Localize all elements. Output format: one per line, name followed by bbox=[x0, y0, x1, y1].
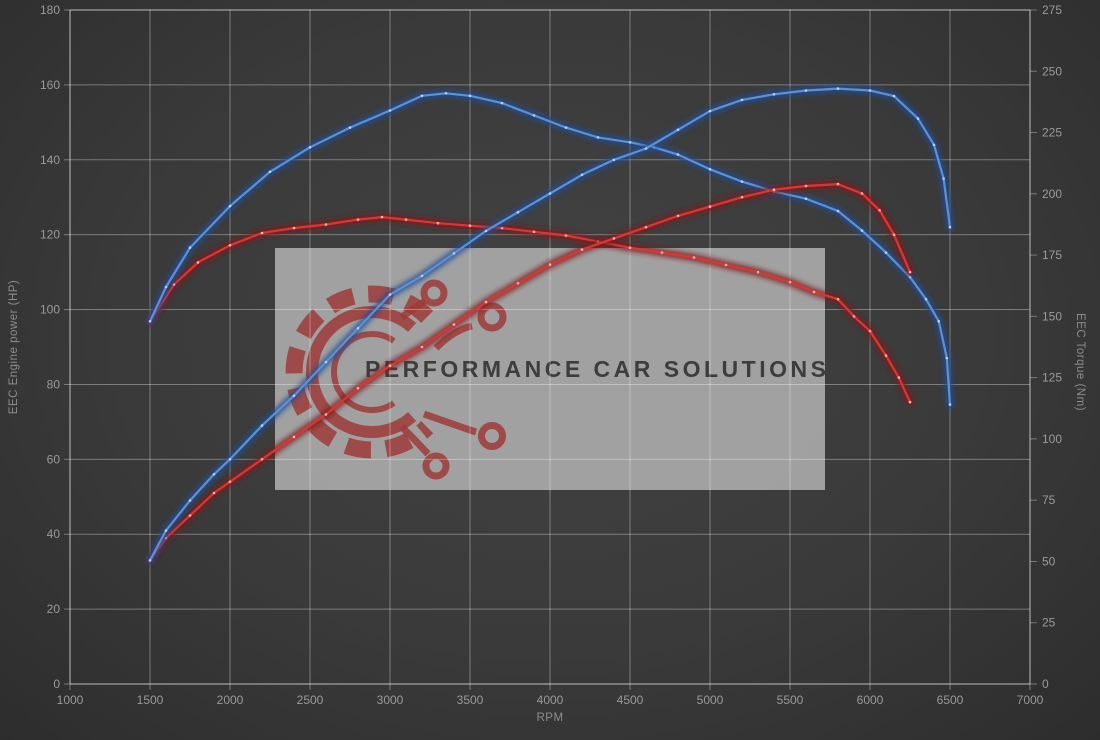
svg-text:3500: 3500 bbox=[457, 693, 484, 707]
axis-ticks: 1000 1500 2000 2500 3000 3500 4000 4500 5000 5500… bbox=[40, 3, 1062, 707]
svg-text:120: 120 bbox=[40, 228, 60, 242]
svg-text:0: 0 bbox=[1042, 677, 1049, 691]
svg-text:4500: 4500 bbox=[617, 693, 644, 707]
curve-blue-power bbox=[146, 84, 954, 565]
svg-text:0: 0 bbox=[53, 677, 60, 691]
svg-text:6000: 6000 bbox=[857, 693, 884, 707]
svg-text:75: 75 bbox=[1042, 493, 1056, 507]
curves bbox=[146, 84, 954, 565]
svg-text:2000: 2000 bbox=[217, 693, 244, 707]
svg-text:1500: 1500 bbox=[137, 693, 164, 707]
svg-text:200: 200 bbox=[1042, 187, 1062, 201]
svg-text:160: 160 bbox=[40, 78, 60, 92]
curve-blue-torque bbox=[146, 89, 954, 409]
svg-text:180: 180 bbox=[40, 3, 60, 17]
svg-text:150: 150 bbox=[1042, 309, 1062, 323]
x-axis-title: RPM bbox=[536, 712, 563, 724]
curve-red-torque bbox=[146, 213, 914, 407]
right-axis-title: EEC Torque (Nm) bbox=[1074, 313, 1086, 411]
grid-lines bbox=[69, 9, 1031, 685]
svg-text:7000: 7000 bbox=[1017, 693, 1044, 707]
svg-text:175: 175 bbox=[1042, 248, 1062, 262]
left-axis-title: EEC Engine power (HP) bbox=[8, 280, 20, 415]
svg-text:2500: 2500 bbox=[297, 693, 324, 707]
svg-text:225: 225 bbox=[1042, 126, 1062, 140]
svg-text:4000: 4000 bbox=[537, 693, 564, 707]
svg-text:20: 20 bbox=[47, 602, 61, 616]
svg-text:100: 100 bbox=[40, 303, 60, 317]
svg-text:3000: 3000 bbox=[377, 693, 404, 707]
svg-text:5000: 5000 bbox=[697, 693, 724, 707]
svg-text:6500: 6500 bbox=[937, 693, 964, 707]
svg-text:25: 25 bbox=[1042, 616, 1056, 630]
watermark: PERFORMANCE CAR SOLUTIONS bbox=[275, 248, 829, 490]
svg-text:100: 100 bbox=[1042, 432, 1062, 446]
svg-text:275: 275 bbox=[1042, 3, 1062, 17]
curve-red-power bbox=[146, 180, 914, 565]
watermark-text: PERFORMANCE CAR SOLUTIONS bbox=[365, 356, 829, 382]
svg-text:125: 125 bbox=[1042, 371, 1062, 385]
svg-text:50: 50 bbox=[1042, 554, 1056, 568]
svg-text:140: 140 bbox=[40, 153, 60, 167]
svg-text:60: 60 bbox=[47, 452, 61, 466]
svg-text:80: 80 bbox=[47, 377, 61, 391]
svg-text:40: 40 bbox=[47, 527, 61, 541]
svg-text:250: 250 bbox=[1042, 64, 1062, 78]
svg-text:1000: 1000 bbox=[57, 693, 84, 707]
gear-circuit-logo-icon bbox=[285, 279, 507, 480]
svg-text:5500: 5500 bbox=[777, 693, 804, 707]
